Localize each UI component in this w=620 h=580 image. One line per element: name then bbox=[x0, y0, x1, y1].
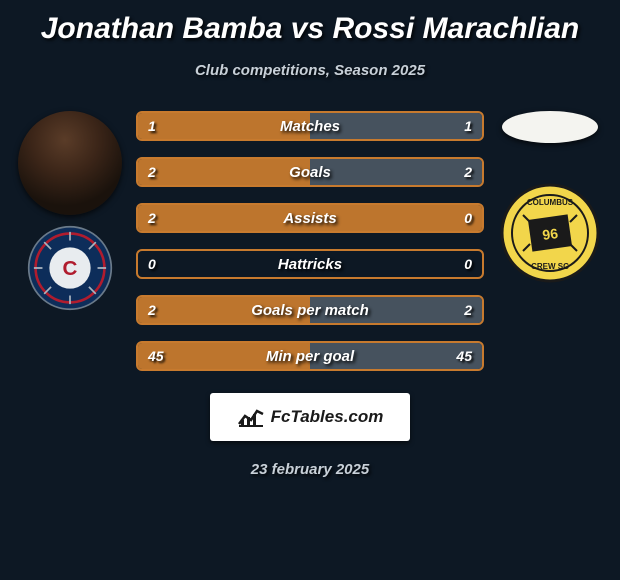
svg-text:96: 96 bbox=[541, 225, 559, 243]
metric-label: Assists bbox=[138, 210, 482, 227]
svg-text:C: C bbox=[63, 257, 78, 280]
brand-text: FcTables.com bbox=[271, 407, 384, 427]
subtitle: Club competitions, Season 2025 bbox=[8, 62, 612, 79]
metric-label: Min per goal bbox=[138, 348, 482, 365]
left-column: C bbox=[8, 111, 128, 311]
club-logo-left: C bbox=[27, 225, 113, 311]
date-line: 23 february 2025 bbox=[8, 461, 612, 478]
player-photo-left bbox=[18, 111, 122, 215]
right-column: COLUMBUS CREW SC 96 bbox=[492, 111, 612, 283]
metric-row: 4545Min per goal bbox=[136, 341, 484, 371]
metric-row: 11Matches bbox=[136, 111, 484, 141]
metric-label: Goals per match bbox=[138, 302, 482, 319]
svg-text:COLUMBUS: COLUMBUS bbox=[527, 198, 574, 207]
bars-column: 11Matches 22Goals 20Assists 00Hattricks 22Go… bbox=[128, 111, 492, 387]
metric-row: 22Goals per match bbox=[136, 295, 484, 325]
club-logo-right: COLUMBUS CREW SC 96 bbox=[500, 183, 600, 283]
metric-label: Hattricks bbox=[138, 256, 482, 273]
svg-text:CREW SC: CREW SC bbox=[531, 262, 569, 271]
metric-row: 22Goals bbox=[136, 157, 484, 187]
comparison-row: C 11Matches 22Goals 20Assists 00Hattricks 22… bbox=[8, 111, 612, 387]
brand-box: FcTables.com bbox=[210, 393, 410, 441]
brand-chart-icon bbox=[237, 406, 265, 428]
metric-row: 00Hattricks bbox=[136, 249, 484, 279]
metric-row: 20Assists bbox=[136, 203, 484, 233]
player-photo-right bbox=[502, 111, 598, 143]
metric-label: Goals bbox=[138, 164, 482, 181]
page-title: Jonathan Bamba vs Rossi Marachlian bbox=[8, 12, 612, 46]
metric-label: Matches bbox=[138, 118, 482, 135]
